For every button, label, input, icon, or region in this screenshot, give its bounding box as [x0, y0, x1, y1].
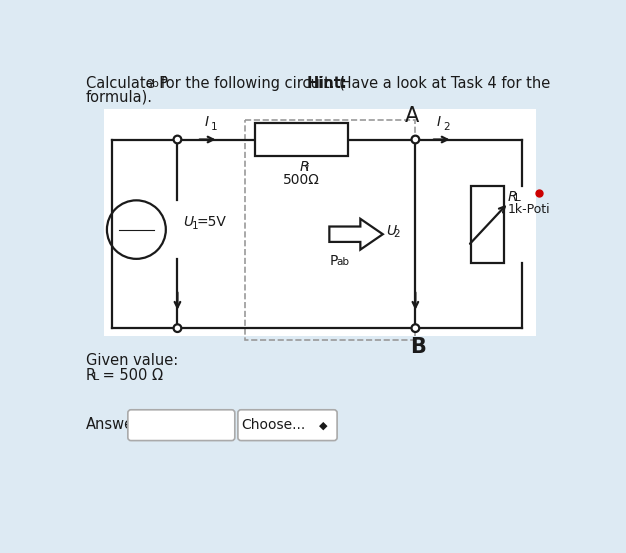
FancyBboxPatch shape [238, 410, 337, 441]
Text: 2: 2 [393, 229, 399, 239]
Text: Given value:: Given value: [86, 353, 178, 368]
Text: R: R [300, 160, 309, 174]
Bar [471, 186, 504, 263]
Text: =5V: =5V [196, 215, 226, 229]
Circle shape [173, 135, 182, 143]
Text: R: R [508, 190, 517, 204]
Bar [104, 109, 535, 336]
Text: A: A [405, 106, 419, 126]
Text: I: I [437, 114, 441, 129]
Text: Calculate P: Calculate P [86, 76, 168, 91]
Text: ab: ab [146, 80, 160, 90]
Text: Hint:: Hint: [307, 76, 347, 91]
Text: 1: 1 [192, 221, 198, 231]
Text: 500Ω: 500Ω [283, 174, 320, 187]
Circle shape [173, 324, 182, 332]
Text: B: B [411, 337, 426, 357]
Bar [255, 123, 348, 156]
Text: U: U [386, 224, 396, 238]
Text: 1: 1 [211, 122, 217, 132]
Text: I: I [205, 114, 208, 129]
Text: Answer:: Answer: [86, 417, 145, 432]
Text: L: L [93, 372, 100, 382]
Text: U: U [183, 215, 194, 229]
Text: L: L [515, 194, 520, 204]
Text: 2: 2 [443, 122, 450, 132]
Circle shape [411, 135, 419, 143]
Text: ◆: ◆ [319, 420, 327, 430]
Text: ab: ab [336, 257, 349, 267]
FancyBboxPatch shape [128, 410, 235, 441]
Circle shape [411, 324, 419, 332]
Text: R: R [86, 368, 96, 383]
Text: formula).: formula). [86, 90, 153, 105]
Text: Have a look at Task 4 for the: Have a look at Task 4 for the [336, 76, 550, 91]
Text: i: i [306, 163, 309, 174]
Text: P: P [329, 254, 337, 268]
Text: Choose...: Choose... [242, 418, 305, 432]
Text: 1k-Poti: 1k-Poti [508, 202, 550, 216]
Text: for the following circuit. (: for the following circuit. ( [156, 76, 345, 91]
Text: = 500 Ω: = 500 Ω [98, 368, 163, 383]
